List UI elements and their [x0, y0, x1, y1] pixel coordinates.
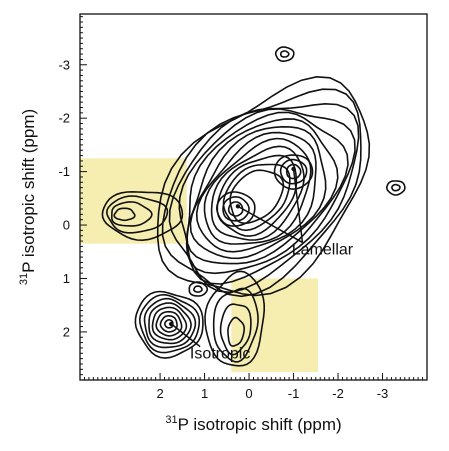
x-tick-label: 0 — [245, 386, 252, 401]
contour-isotropic-2 — [155, 310, 183, 337]
contour-lamellar-9 — [178, 108, 356, 285]
contour-lamellar-12 — [156, 75, 371, 297]
contour-cross-left-3 — [101, 190, 184, 242]
y-axis-title-text: P isotropic shift (ppm) — [19, 109, 38, 273]
contour-cross-left-2 — [105, 195, 169, 234]
contour-peak-diag-upper-1 — [279, 158, 308, 185]
contour-small-right-0 — [391, 183, 401, 192]
x-tick-label: -1 — [288, 386, 300, 401]
y-axis-title: 31P isotropic shift (ppm) — [18, 109, 38, 285]
contour-isotropic-1 — [159, 315, 178, 333]
y-axis-title-superscript: 31 — [18, 273, 30, 285]
y-tick-label: 1 — [63, 271, 70, 286]
x-tick-label: 2 — [156, 386, 163, 401]
contour-isotropic-3 — [151, 306, 188, 341]
contour-lamellar-3 — [210, 145, 305, 241]
lamellar-label: Lamellar — [292, 241, 354, 258]
annotation-point-1-0 — [168, 321, 174, 327]
y-tick-label: -1 — [58, 164, 70, 179]
contour-peak-diag-main-2 — [215, 191, 256, 227]
contour-lamellar-7 — [186, 118, 339, 265]
contour-peak-diag-main-1 — [222, 195, 250, 222]
x-axis-title-text: P isotropic shift (ppm) — [178, 415, 342, 434]
contour-isotropic-6 — [138, 293, 201, 354]
contour-lamellar-4 — [203, 137, 312, 245]
x-axis-title: 31P isotropic shift (ppm) — [165, 414, 341, 434]
contour-lamellar-2 — [216, 154, 298, 237]
contour-peak-diag-main-0 — [227, 201, 244, 217]
contour-isotropic-5 — [143, 297, 197, 349]
contour-lamellar-6 — [189, 125, 327, 260]
x-tick-label: 1 — [201, 386, 208, 401]
y-tick-label: -2 — [58, 111, 70, 126]
x-tick-label: -2 — [332, 386, 344, 401]
contour-cross-left-0 — [113, 207, 136, 222]
contour-cross-bottom-3 — [204, 270, 265, 367]
contour-small-top-0 — [280, 50, 290, 58]
y-tick-label: -3 — [58, 57, 70, 72]
annotation-line-0-0 — [237, 205, 303, 244]
contour-cross-bottom-2 — [212, 287, 259, 363]
contour-cross-left-1 — [111, 201, 153, 227]
axis-ticks — [79, 16, 428, 381]
y-tick-label: 0 — [63, 218, 70, 233]
annotation-lines — [168, 166, 304, 348]
annotation-line-0-1 — [292, 168, 304, 243]
x-axis-title-superscript: 31 — [165, 414, 177, 426]
contour-lamellar-0 — [229, 169, 285, 225]
contour-peak-diag-upper-2 — [273, 154, 314, 190]
contour-peak-diag-upper-0 — [285, 163, 302, 180]
contour-lamellar-11 — [161, 88, 362, 298]
isotropic-label: Isotropic — [190, 346, 250, 363]
contour-small-left-0 — [192, 285, 203, 293]
annotation-point-0-0 — [235, 204, 241, 209]
contour-lines — [101, 46, 406, 367]
contour-cross-bottom-1 — [219, 303, 252, 356]
contour-small-left-1 — [188, 281, 209, 297]
y-tick-label: 2 — [63, 324, 70, 339]
contour-isotropic-4 — [148, 302, 192, 345]
contour-cross-bottom-0 — [227, 316, 246, 347]
x-tick-label: -3 — [377, 386, 389, 401]
annotation-point-0-1 — [291, 166, 296, 172]
contour-small-top-1 — [274, 46, 295, 63]
contour-isotropic-0 — [163, 318, 174, 329]
tick-labels: 2 1 0 -1 -2 -3 -3 -2 -1 0 1 2 — [58, 57, 388, 401]
contour-small-right-1 — [385, 180, 406, 196]
annotation-line-1-0 — [170, 323, 201, 348]
contour-isotropic-7 — [134, 290, 204, 359]
contour-lamellar-5 — [195, 131, 317, 253]
